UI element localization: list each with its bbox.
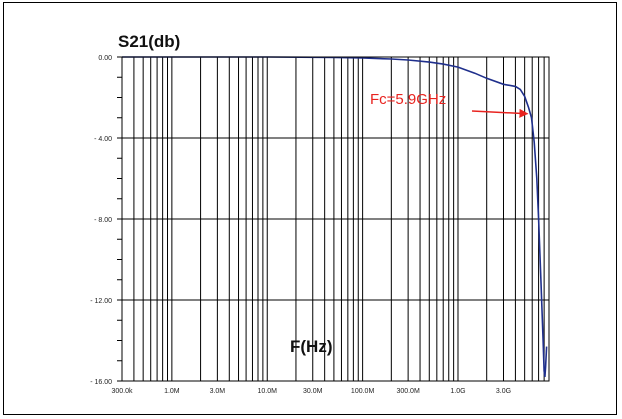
- x-tick-label: 100.0M: [351, 388, 375, 395]
- chart-frame: [3, 2, 617, 415]
- x-tick-label: 10.0M: [258, 388, 278, 395]
- plot-border: [121, 56, 550, 382]
- y-tick-label: - 12.00: [90, 298, 112, 305]
- x-tick-label: 3.0M: [210, 388, 226, 395]
- x-tick-label: 30.0M: [303, 388, 323, 395]
- series-line: [122, 56, 548, 378]
- x-tick-label: 300.0M: [396, 388, 420, 395]
- grid: [117, 56, 550, 382]
- annotation-layer: Fc=5.9GHz: [370, 91, 529, 118]
- y-tick-label: - 16.00: [90, 379, 112, 386]
- y-tick-label: 0.00: [98, 55, 112, 62]
- x-tick-label: 300.0k: [111, 388, 133, 395]
- y-axis-title: S21(db): [118, 32, 180, 51]
- x-tick-label: 1.0M: [164, 388, 180, 395]
- y-tick-label: - 4.00: [94, 136, 112, 143]
- annotation-label: Fc=5.9GHz: [370, 91, 446, 108]
- x-axis-title: F(Hz): [290, 337, 332, 356]
- series-layer: [122, 56, 548, 378]
- x-tick-labels: 300.0k 1.0M 3.0M 10.0M 30.0M 100.0M 300.0M 1.0G…: [111, 388, 511, 395]
- y-tick-label: - 8.00: [94, 217, 112, 224]
- x-tick-label: 1.0G: [450, 388, 465, 395]
- annotation-arrow: [471, 108, 529, 118]
- x-tick-label: 3.0G: [496, 388, 511, 395]
- y-tick-labels: 0.00 - 4.00 - 8.00 - 12.00 - 16.00: [90, 55, 112, 386]
